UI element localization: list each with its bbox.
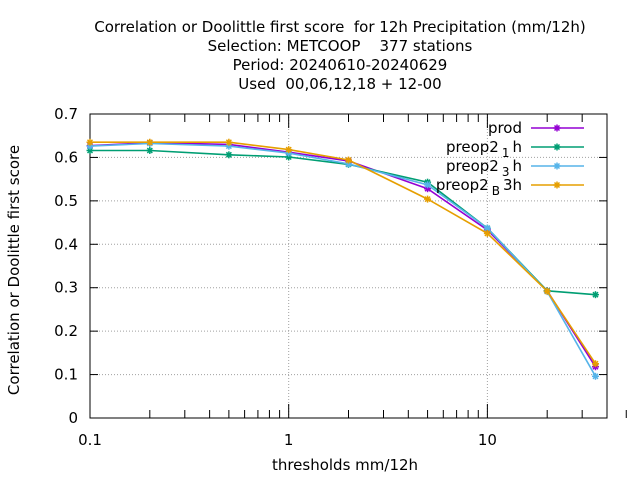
chart-title-line-2: Selection: METCOOP 377 stations xyxy=(207,37,473,55)
legend-label-preop2_1h: preop2 1 h xyxy=(446,138,522,160)
data-point-preop2_B3h-4 xyxy=(345,156,352,164)
data-point-preop2_B3h-6 xyxy=(483,229,491,237)
legend-label-preop2_3h: preop2 3 h xyxy=(446,157,522,179)
legend-marker-preop2_1h xyxy=(553,143,561,151)
data-point-preop2_B3h-7 xyxy=(543,287,551,295)
data-point-preop2_B3h-3 xyxy=(285,146,293,154)
data-point-preop2_1h-1 xyxy=(146,146,154,154)
data-point-preop2_3h-8 xyxy=(591,372,599,380)
data-point-preop2_1h-8 xyxy=(591,291,599,299)
y-tick-label: 0 xyxy=(68,409,78,427)
y-tick-label: 0.7 xyxy=(54,105,78,123)
y-tick-label: 0.1 xyxy=(54,366,78,384)
x-axis-label: thresholds mm/12h xyxy=(271,456,419,474)
data-point-preop2_B3h-1 xyxy=(146,138,154,146)
legend-label-prod: prod xyxy=(488,119,522,137)
legend-marker-preop2_B3h xyxy=(553,181,561,189)
chart-title-line-1: Correlation or Doolittle first score for… xyxy=(94,18,586,36)
data-point-preop2_B3h-0 xyxy=(86,138,94,146)
data-point-preop2_B3h-2 xyxy=(225,138,233,146)
legend-marker-prod xyxy=(553,124,561,132)
y-tick-label: 0.2 xyxy=(54,322,78,340)
x-tick-label: 10 xyxy=(478,431,497,449)
y-axis-label: Correlation or Doolittle first score xyxy=(5,144,23,396)
x-tick-label: 1 xyxy=(284,431,294,449)
y-tick-label: 0.3 xyxy=(54,279,78,297)
plot-border xyxy=(89,113,608,419)
chart-title-line-4: Used 00,06,12,18 + 12-00 xyxy=(238,75,442,93)
chart-title-line-3: Period: 20240610-20240629 xyxy=(232,56,448,74)
legend-marker-preop2_3h xyxy=(553,162,561,170)
x-tick-label: 0.1 xyxy=(78,431,102,449)
y-tick-label: 0.4 xyxy=(54,235,78,253)
data-point-preop2_B3h-8 xyxy=(591,360,599,368)
y-tick-label: 0.5 xyxy=(54,192,78,210)
data-point-preop2_3h-5 xyxy=(424,181,432,189)
data-point-preop2_1h-2 xyxy=(225,151,233,159)
data-point-preop2_B3h-5 xyxy=(424,195,432,203)
y-tick-label: 0.6 xyxy=(54,148,78,166)
legend-label-preop2_B3h: preop2 B 3h xyxy=(436,176,522,198)
